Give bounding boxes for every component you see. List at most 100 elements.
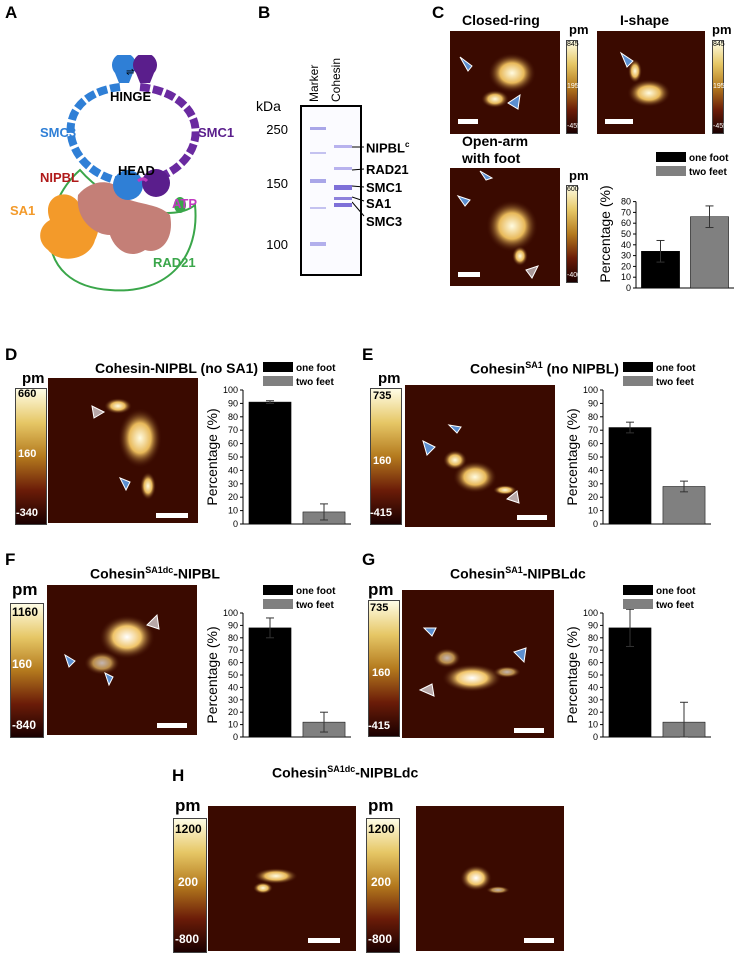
bar-one-foot [248,401,292,525]
cb-c2-mid: 195 [713,83,725,90]
title-f-pre: Cohesin [90,565,146,582]
y-tick-label: 0 [593,519,598,528]
y-tick-label: 80 [588,633,598,643]
title-g: CohesinSA1-NIPBLdc [450,565,586,582]
nipbl-shape [77,182,171,255]
legend-swatch-two-feet [263,376,293,386]
panel-label-h: H [172,766,185,785]
unit-e: pm [378,370,401,387]
cb-e-mid: 160 [373,455,392,467]
y-tick-label: 70 [621,207,631,217]
panel-label-f: F [5,550,16,569]
y-tick-label: 70 [228,425,238,435]
afm-closed-ring [450,31,560,134]
y-tick-label: 60 [621,218,631,228]
cb-c2-top: 845 [713,41,725,48]
y-tick-label: 100 [223,385,238,395]
title-closed-ring: Closed-ring [462,12,540,28]
unit-g: pm [368,580,394,599]
title-e-sup: SA1 [525,360,543,370]
scalebar-g [514,728,544,733]
cb-d-bot: -340 [16,507,39,519]
y-tick-label: 90 [588,398,598,408]
bar-two-feet [690,216,729,289]
title-e-pre: Cohesin [470,360,526,377]
afm-f [47,585,197,735]
unit-h2: pm [368,796,394,815]
legend-label-one-foot: one foot [296,363,336,374]
y-tick-label: 70 [228,645,238,655]
cb-c2-bot: -455 [713,123,728,130]
scalebar-h1 [308,938,340,943]
head-smc3 [113,170,143,200]
marker-150: 150 [266,176,288,191]
afm-i-shape [597,31,705,134]
y-tick-label: 60 [588,439,598,449]
scalebar-c3 [458,272,480,277]
y-tick-label: 80 [228,633,238,643]
title-f-sup: SA1dc [145,565,174,575]
cb-e-bot: -415 [370,507,393,519]
y-tick-label: 0 [593,732,598,741]
band-sa1: SA1 [366,196,392,211]
cb-h1-top: 1200 [175,822,202,836]
scalebar-h2 [524,938,554,943]
y-tick-label: 90 [228,398,238,408]
y-tick-label: 80 [588,412,598,422]
cb-c1-mid: 195 [567,83,579,90]
scalebar-c1 [458,119,478,124]
rad21-c [174,197,186,213]
cohesin-diagram: ⇌ [40,55,200,292]
y-tick-label: 50 [588,452,598,462]
title-open-arm-2: with foot [462,150,521,166]
y-tick-label: 10 [588,720,598,730]
y-tick-label: 40 [228,465,238,475]
legend-swatch-two-feet [656,166,686,176]
unit-c3: pm [569,168,589,183]
y-axis-label: Percentage (%) [565,626,580,723]
y-tick-label: 40 [588,465,598,475]
cb-g-bot: -415 [368,720,391,732]
title-h-sup: SA1dc [327,764,356,774]
bar-one-foot [608,427,652,525]
label-hinge: HINGE [110,89,152,104]
y-tick-label: 20 [228,707,238,717]
panel-label-d: D [5,345,18,364]
band-nipbl-sup: c [405,140,410,149]
lane-cohesin-label: Cohesin [329,57,343,102]
panel-label-a: A [5,3,18,22]
lane-marker-label: Marker [307,64,321,102]
gel-box [300,105,362,276]
y-tick-label: 60 [228,439,238,449]
cb-d-mid: 160 [18,448,37,460]
cb-h1-bot: -800 [175,932,200,946]
y-tick-label: 40 [228,682,238,692]
cb-g-mid: 160 [372,667,391,679]
afm-h1 [208,806,356,951]
unit-d: pm [22,370,45,387]
unit-c2: pm [712,22,732,37]
afm-d [48,378,198,523]
legend-swatch-two-feet [623,376,653,386]
legend-label-one-foot: one foot [689,153,729,164]
cb-h2-mid: 200 [371,875,392,889]
chart-g: 0 10 20 30 40 50 60 70 80 90 100 Percentage (%) one … [564,583,715,742]
y-tick-label: 0 [233,732,238,741]
label-head: HEAD [118,163,155,178]
y-tick-label: 30 [588,695,598,705]
afm-e [405,385,555,527]
y-tick-label: 30 [621,251,631,261]
unit-h1: pm [175,796,201,815]
bar-one-foot [248,627,292,738]
chart-d: 0 10 20 30 40 50 60 70 80 90 100 Percentage (%) one … [204,360,355,529]
cb-c1-top: 845 [567,41,579,48]
colorbar-c1: 845 195 -455 [566,40,581,134]
y-tick-label: 20 [228,492,238,502]
legend-swatch-two-feet [623,599,653,609]
y-axis-label: Percentage (%) [205,408,220,505]
y-axis-label: Percentage (%) [205,626,220,723]
y-tick-label: 20 [588,492,598,502]
y-tick-label: 30 [588,479,598,489]
band-smc1: SMC1 [366,180,403,195]
